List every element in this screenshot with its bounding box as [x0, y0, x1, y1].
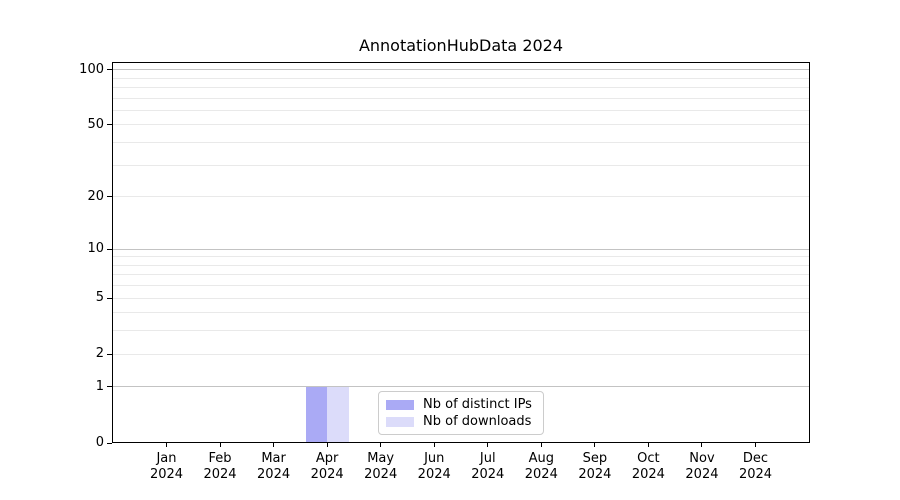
x-tick-mark [647, 443, 649, 447]
x-tick-year: 2024 [257, 467, 291, 482]
gridline [112, 297, 810, 299]
x-tick-mark [540, 443, 542, 447]
x-tick-year: 2024 [149, 467, 184, 482]
x-tick-year: 2024 [524, 467, 558, 482]
x-tick-year: 2024 [471, 467, 505, 482]
x-tick-month: Sep [582, 451, 608, 466]
legend-swatch-downloads [386, 416, 414, 427]
x-tick-mark [273, 443, 275, 447]
legend-item-downloads: Nb of downloads [379, 413, 543, 430]
x-tick-year: 2024 [578, 467, 612, 482]
legend: Nb of distinct IPs Nb of downloads [378, 391, 544, 435]
y-tick-label: 100 [79, 61, 104, 77]
gridline [112, 386, 810, 388]
gridline [112, 312, 810, 314]
x-tick-label: Dec 2024 [726, 451, 786, 483]
y-tick-label: 50 [87, 116, 104, 132]
y-tick-label: 1 [95, 378, 104, 394]
x-tick-year: 2024 [203, 467, 237, 482]
x-tick-year: 2024 [364, 467, 398, 482]
x-tick-month: Mar [261, 451, 286, 466]
y-tick-label: 20 [87, 188, 104, 204]
y-tick-mark [107, 353, 112, 355]
gridline [112, 69, 810, 71]
x-tick-mark [166, 443, 167, 447]
x-tick-label: Jun 2024 [404, 451, 464, 483]
x-tick-mark [380, 443, 382, 447]
x-tick-label: Nov 2024 [672, 451, 732, 483]
x-tick-label: Sep 2024 [565, 451, 625, 483]
legend-swatch-distinct-ips [386, 399, 414, 410]
y-tick-mark [107, 297, 112, 299]
x-tick-month: Feb [208, 451, 232, 466]
gridline [112, 256, 810, 258]
x-tick-month: Apr [315, 451, 339, 466]
x-tick-mark [433, 443, 435, 447]
x-tick-year: 2024 [685, 467, 719, 482]
bar-distinct-ips [305, 386, 328, 443]
x-tick-label: Oct 2024 [618, 451, 678, 483]
x-tick-label: Feb 2024 [190, 451, 250, 483]
y-tick-mark [107, 124, 112, 126]
gridline [112, 196, 810, 198]
gridline [112, 285, 810, 287]
gridline [112, 124, 810, 126]
x-tick-month: Nov [689, 451, 715, 466]
gridline [112, 353, 810, 355]
x-tick-label: Aug 2024 [511, 451, 571, 483]
x-tick-month: May [367, 451, 395, 466]
y-tick-label: 5 [95, 290, 104, 306]
x-tick-year: 2024 [631, 467, 665, 482]
gridline [112, 142, 810, 144]
y-tick-label: 0 [95, 435, 104, 450]
legend-label-distinct-ips: Nb of distinct IPs [423, 397, 532, 412]
x-tick-mark [701, 443, 703, 447]
chart-title: AnnotationHubData 2024 [358, 36, 564, 55]
x-tick-mark [326, 443, 328, 447]
y-tick-mark [107, 69, 112, 71]
x-tick-label: May 2024 [351, 451, 411, 483]
gridline [112, 274, 810, 276]
y-tick-label: 2 [95, 346, 104, 362]
gridline [112, 97, 810, 99]
y-tick-mark [107, 386, 112, 388]
x-tick-year: 2024 [417, 467, 451, 482]
gridline [112, 77, 810, 79]
y-tick-mark [107, 442, 112, 444]
legend-item-distinct-ips: Nb of distinct IPs [379, 396, 543, 413]
y-tick-mark [107, 248, 112, 250]
x-tick-month: Oct [637, 451, 660, 466]
x-tick-mark [219, 443, 221, 447]
gridline [112, 109, 810, 111]
y-tick-mark [107, 196, 112, 198]
x-tick-year: 2024 [310, 467, 344, 482]
x-tick-month: Dec [742, 451, 769, 466]
x-tick-label: Jul 2024 [458, 451, 518, 483]
gridline [112, 164, 810, 166]
gridline [112, 86, 810, 88]
x-tick-label: Jan 2024 [137, 451, 197, 483]
x-tick-mark [487, 443, 489, 447]
gridline [112, 248, 810, 250]
legend-label-downloads: Nb of downloads [423, 414, 532, 429]
y-tick-label: 10 [87, 241, 104, 256]
x-tick-month: Jun [424, 451, 445, 466]
gridline [112, 330, 810, 332]
x-tick-label: Apr 2024 [297, 451, 357, 483]
bar-downloads [327, 386, 349, 443]
x-tick-year: 2024 [738, 467, 773, 482]
x-tick-month: Jan [156, 451, 177, 466]
gridline [112, 264, 810, 266]
x-tick-month: Jul [479, 451, 496, 466]
x-tick-mark [755, 443, 756, 447]
x-tick-mark [594, 443, 596, 447]
x-tick-month: Aug [528, 451, 554, 466]
x-tick-label: Mar 2024 [244, 451, 304, 483]
